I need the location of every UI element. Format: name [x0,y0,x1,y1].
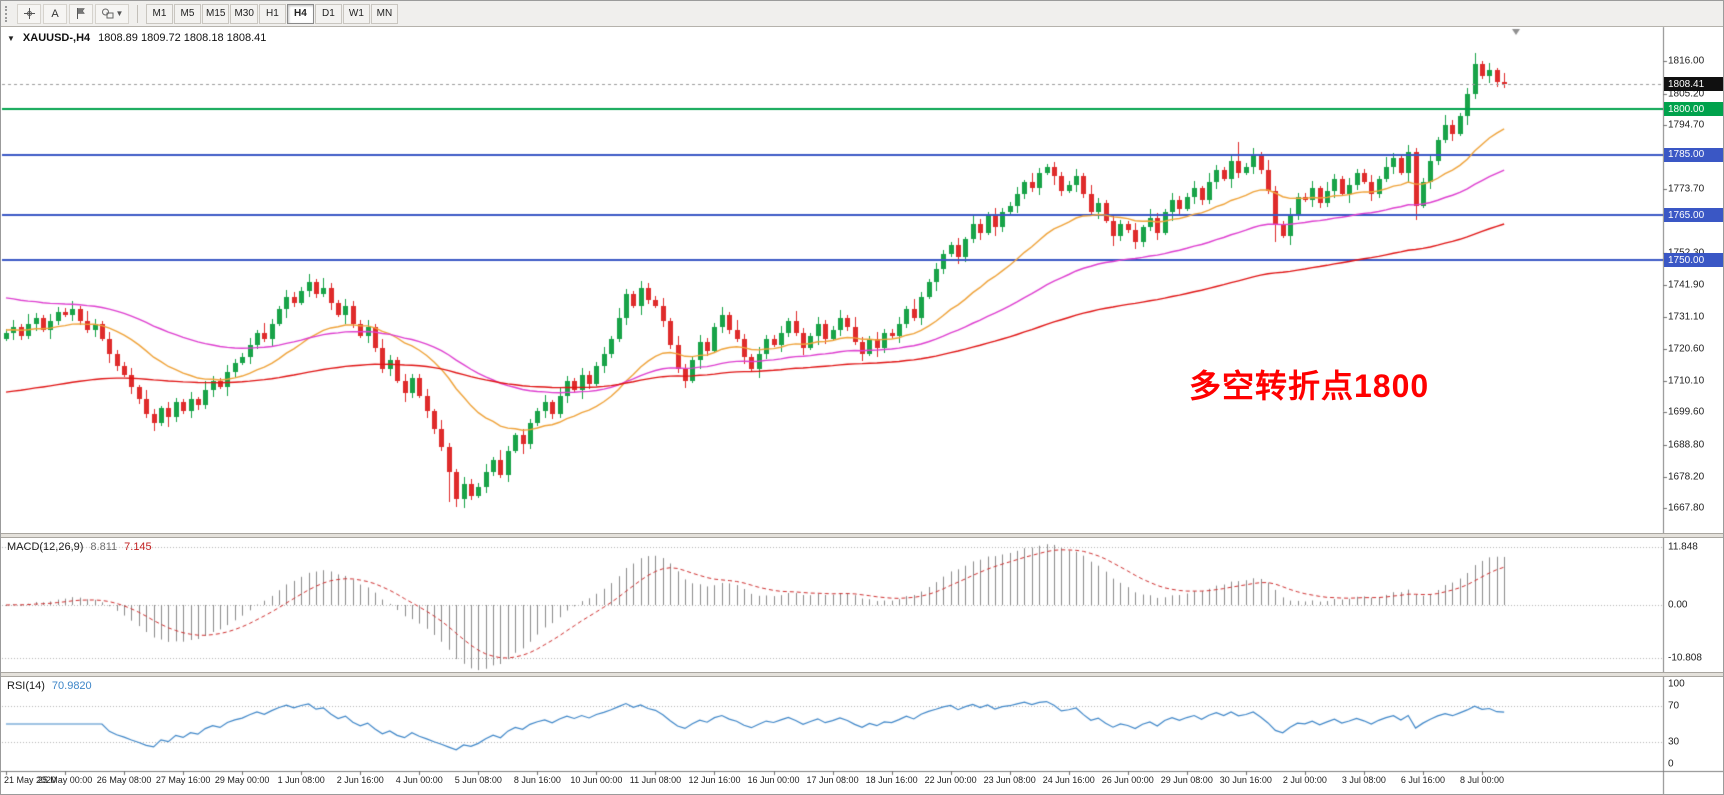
time-axis-label: 26 May 08:00 [96,775,152,785]
time-axis-label: 8 Jul 00:00 [1459,775,1505,785]
time-axis-label: 11 Jun 08:00 [629,775,682,785]
time-axis-label: 1 Jun 08:00 [277,775,325,785]
time-axis-label: 29 May 00:00 [214,775,270,785]
time-axis-label: 24 Jun 16:00 [1042,775,1095,785]
timeframe-buttons: M1 M5 M15 M30 H1 H4 D1 W1 MN [146,3,399,24]
chart-symbol-period: XAUUSD-,H4 [22,32,91,44]
macd-axis-label: 0.00 [1668,599,1688,611]
shapes-icon [101,7,115,20]
text-tool-button[interactable]: A [43,3,67,24]
price-axis-label: 1741.90 [1668,279,1705,291]
crosshair-tool-button[interactable] [17,3,41,24]
timeframe-button-mn[interactable]: MN [370,3,398,24]
timeframe-button-m1[interactable]: M1 [146,3,173,24]
current-price-badge: 1808.41 [1664,77,1723,92]
time-axis-label: 5 Jun 08:00 [454,775,502,785]
price-axis-label: 1667.80 [1668,502,1705,514]
time-axis-label: 2 Jun 16:00 [336,775,384,785]
chart-annotation-text: 多空转折点1800 [1189,368,1430,404]
macd-axis-label: -10.808 [1668,652,1702,664]
label-flag-icon [75,7,87,20]
rsi-axis-label: 30 [1668,736,1680,748]
macd-name: MACD(12,26,9) [7,541,84,553]
price-axis-label: 1794.70 [1668,119,1705,131]
timeframe-button-h4[interactable]: H4 [286,3,314,24]
time-axis-label: 25 May 00:00 [37,775,93,785]
time-axis-label: 26 Jun 00:00 [1101,775,1154,785]
time-axis-label: 21 May 2020 [4,775,57,785]
panel-splitter-macd[interactable] [1,533,1723,538]
hline-price-badge: 1750.00 [1664,253,1723,268]
time-axis-label: 12 Jun 16:00 [688,775,741,785]
time-axis-label: 23 Jun 08:00 [983,775,1036,785]
price-axis-label: 1773.70 [1668,183,1705,195]
text-tool-icon: A [51,7,59,20]
toolbar-separator [137,4,138,23]
price-axis-label: 1816.00 [1668,55,1705,67]
price-axis-label: 1805.20 [1668,88,1705,100]
timeframe-button-w1[interactable]: W1 [342,3,370,24]
time-axis-label: 22 Jun 00:00 [924,775,977,785]
time-axis-label: 10 Jun 00:00 [570,775,623,785]
hline-price-badge: 1785.00 [1664,147,1723,162]
macd-signal-value: 7.145 [124,541,152,553]
macd-axis-label: 11.848 [1668,541,1698,553]
macd-indicator-label: MACD(12,26,9) 8.811 7.145 [7,541,152,553]
rsi-axis-label: 0 [1668,758,1674,770]
time-axis-label: 18 Jun 16:00 [865,775,918,785]
macd-main-value: 8.811 [90,541,118,553]
rsi-name: RSI(14) [7,680,45,692]
chart-header: ▼ XAUUSD-,H4 1808.89 1809.72 1808.18 180… [7,32,266,44]
time-axis-label: 6 Jul 16:00 [1400,775,1445,785]
panel-splitter-rsi[interactable] [1,672,1723,677]
label-tool-button[interactable] [69,3,93,24]
chart-ohlc-values: 1808.89 1809.72 1808.18 1808.41 [98,32,267,44]
price-axis-label: 1678.20 [1668,471,1705,483]
time-axis-label: 4 Jun 00:00 [395,775,443,785]
one-click-trading-icon[interactable]: ▼ [7,33,15,43]
time-axis-label: 17 Jun 08:00 [806,775,859,785]
time-axis-label: 8 Jun 16:00 [513,775,561,785]
price-axis-label: 1731.10 [1668,311,1705,323]
time-axis-label: 2 Jul 00:00 [1282,775,1327,785]
price-axis-label: 1710.10 [1668,375,1705,387]
toolbar-grip[interactable] [5,5,11,22]
price-axis-label: 1720.60 [1668,343,1705,355]
timeframe-button-d1[interactable]: D1 [314,3,342,24]
time-axis-label: 27 May 16:00 [155,775,211,785]
time-axis-label: 16 Jun 00:00 [747,775,800,785]
rsi-axis-label: 70 [1668,700,1680,712]
hline-price-badge: 1800.00 [1664,102,1723,117]
timeframe-button-m5[interactable]: M5 [174,3,201,24]
rsi-indicator-label: RSI(14) 70.9820 [7,680,92,692]
price-axis-label: 1699.60 [1668,406,1705,418]
timeframe-button-h1[interactable]: H1 [258,3,286,24]
chevron-down-icon: ▼ [115,9,124,18]
hline-price-badge: 1765.00 [1664,208,1723,223]
rsi-axis-label: 100 [1668,678,1685,690]
rsi-value: 70.9820 [51,680,92,692]
shapes-dropdown-button[interactable]: ▼ [95,3,129,24]
time-axis-label: 3 Jul 08:00 [1341,775,1386,785]
toolbar: A ▼ M1 M5 M15 M30 H1 H4 D1 W1 MN [1,1,1723,27]
timeframe-button-m30[interactable]: M30 [230,3,258,24]
time-axis-label: 29 Jun 08:00 [1160,775,1213,785]
time-axis-label: 30 Jun 16:00 [1219,775,1272,785]
price-axis-label: 1688.80 [1668,439,1705,451]
timeframe-button-m15[interactable]: M15 [202,3,230,24]
crosshair-icon [23,7,36,20]
